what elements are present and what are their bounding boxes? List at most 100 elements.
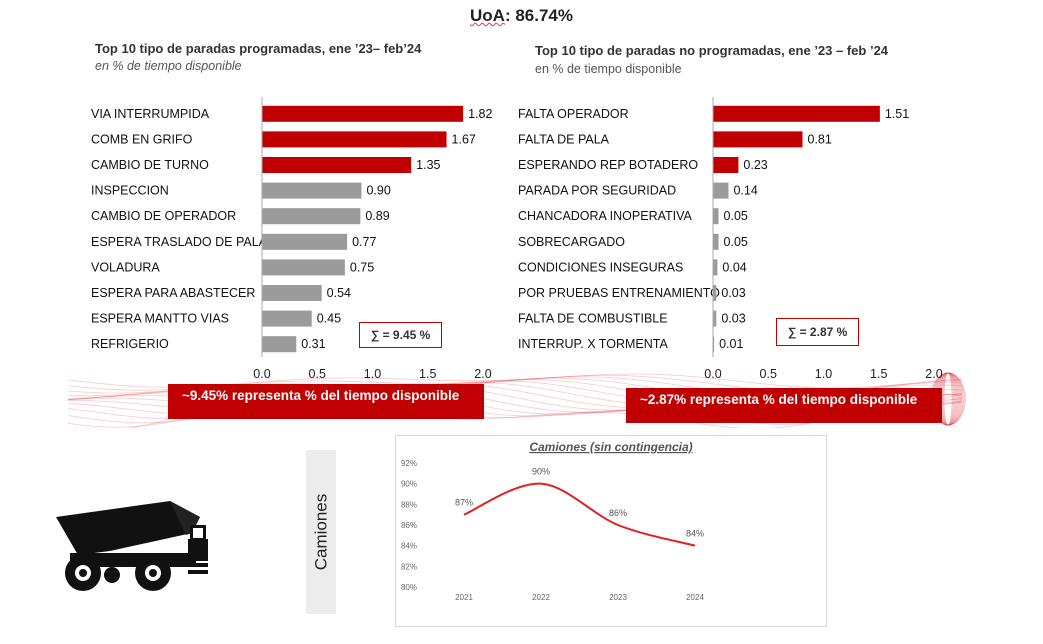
line-chart-xtick-label: 2022 <box>532 593 550 602</box>
line-chart-data-label: 84% <box>686 529 704 539</box>
right-chart-bar <box>713 259 718 276</box>
right-chart-value-label: 0.05 <box>724 235 748 249</box>
left-chart-bar <box>262 259 345 276</box>
left-chart-bar <box>262 285 322 301</box>
right-chart-category-label: SOBRECARGADO <box>518 235 625 249</box>
uoa-header: UoA: 86.74% <box>0 6 1043 26</box>
right-chart-title: Top 10 tipo de paradas no programadas, e… <box>535 43 889 58</box>
right-chart-bar <box>713 233 719 250</box>
left-chart-category-label: CAMBIO DE TURNO <box>91 158 209 172</box>
right-sum-box: ∑ = 2.87 % <box>776 318 859 346</box>
right-chart-tick-label: 1.0 <box>815 367 832 381</box>
left-chart-value-label: 0.89 <box>365 209 389 223</box>
left-chart-category-label: COMB EN GRIFO <box>91 132 193 146</box>
left-chart-bar <box>262 131 447 148</box>
uoa-prefix: UoA <box>470 6 505 25</box>
line-chart-xtick-label: 2023 <box>609 593 627 602</box>
left-banner: ~9.45% representa % del tiempo disponibl… <box>168 384 484 419</box>
left-chart-bar <box>262 157 412 173</box>
right-chart-bar <box>713 182 729 199</box>
left-chart-bar <box>262 105 464 122</box>
right-banner: ~2.87% representa % del tiempo disponibl… <box>626 388 942 423</box>
left-chart-bar <box>262 336 297 353</box>
left-chart-category-label: CAMBIO DE OPERADOR <box>91 209 236 223</box>
line-chart-data-label: 90% <box>532 467 550 477</box>
left-chart-tick-label: 0.0 <box>253 367 270 381</box>
right-chart-category-label: CONDICIONES INSEGURAS <box>518 260 683 274</box>
right-chart-category-label: FALTA OPERADOR <box>518 107 629 121</box>
right-chart-value-label: 0.05 <box>724 209 748 223</box>
left-chart-category-label: ESPERA MANTTO VIAS <box>91 312 229 326</box>
left-chart-category-label: ESPERA TRASLADO DE PALA <box>91 235 268 249</box>
side-label-box <box>306 450 336 614</box>
right-chart-value-label: 0.81 <box>808 132 832 146</box>
right-chart-value-label: 0.23 <box>743 158 767 172</box>
right-chart-category-label: CHANCADORA INOPERATIVA <box>518 209 693 223</box>
right-bar-chart: FALTA OPERADOR 1.51 FALTA DE PALA 0.81 ESPER… <box>518 97 943 381</box>
right-chart-tick-label: 1.5 <box>870 367 887 381</box>
line-chart-ytick-label: 82% <box>401 562 417 571</box>
left-chart-value-label: 0.54 <box>327 286 351 300</box>
left-chart-value-label: 0.90 <box>366 184 390 198</box>
left-chart-bar <box>262 310 312 327</box>
right-chart-category-label: PARADA POR SEGURIDAD <box>518 184 676 198</box>
line-chart-ytick-label: 86% <box>401 521 417 530</box>
left-chart-tick-label: 1.5 <box>419 367 436 381</box>
left-chart-value-label: 0.75 <box>350 260 374 274</box>
right-chart-bar <box>713 157 739 173</box>
left-chart-bar <box>262 233 348 250</box>
line-chart-ytick-label: 92% <box>401 459 417 468</box>
right-chart-bar <box>713 336 715 353</box>
right-chart-value-label: 0.01 <box>719 337 743 351</box>
right-chart-tick-label: 0.0 <box>704 367 721 381</box>
left-sum-box: ∑ = 9.45 % <box>359 322 442 348</box>
line-chart-ytick-label: 88% <box>401 500 417 509</box>
dump-truck-icon <box>56 501 208 591</box>
right-chart-bar <box>713 105 880 122</box>
left-chart-title: Top 10 tipo de paradas programadas, ene … <box>95 41 422 56</box>
right-chart-bar <box>713 131 803 148</box>
uoa-value: : 86.74% <box>504 6 573 25</box>
right-chart-tick-label: 0.5 <box>760 367 777 381</box>
left-chart-subtitle: en % de tiempo disponible <box>95 59 242 73</box>
side-label-text: Camiones <box>311 493 331 571</box>
right-chart-tick-label: 2.0 <box>925 367 942 381</box>
left-chart-tick-label: 0.5 <box>309 367 326 381</box>
right-chart-category-label: FALTA DE PALA <box>518 132 610 146</box>
left-chart-bar <box>262 208 361 225</box>
right-chart-subtitle: en % de tiempo disponible <box>535 62 682 76</box>
line-chart-data-label: 87% <box>455 498 473 508</box>
left-chart-value-label: 1.35 <box>416 158 440 172</box>
right-chart-category-label: FALTA DE COMBUSTIBLE <box>518 312 668 326</box>
right-chart-value-label: 0.03 <box>721 286 745 300</box>
line-chart-ytick-label: 80% <box>401 583 417 592</box>
left-chart-value-label: 0.77 <box>352 235 376 249</box>
line-chart: Camiones (sin contingencia) 80% 82% 84% 86% 8… <box>395 435 827 627</box>
line-chart-title: Camiones (sin contingencia) <box>529 440 692 454</box>
left-chart-tick-label: 1.0 <box>364 367 381 381</box>
right-chart-category-label: INTERRUP. X TORMENTA <box>518 337 668 351</box>
side-label: Camiones <box>306 450 336 614</box>
left-bar-chart: VIA INTERRUMPIDA 1.82 COMB EN GRIFO 1.67 CAM… <box>91 97 492 381</box>
left-chart-value-label: 1.67 <box>452 132 476 146</box>
line-chart-ytick-label: 90% <box>401 480 417 489</box>
left-chart-category-label: REFRIGERIO <box>91 337 169 351</box>
left-chart-category-label: ESPERA PARA ABASTECER <box>91 286 255 300</box>
right-chart-category-label: ESPERANDO REP BOTADERO <box>518 158 698 172</box>
line-chart-data-label: 86% <box>609 508 627 518</box>
left-chart-value-label: 0.31 <box>301 337 325 351</box>
right-chart-bar <box>713 208 719 225</box>
right-chart-category-label: POR PRUEBAS ENTRENAMIENTO <box>518 286 720 300</box>
right-chart-value-label: 1.51 <box>885 107 909 121</box>
left-chart-bar <box>262 182 362 199</box>
line-chart-xtick-label: 2021 <box>455 593 473 602</box>
right-chart-value-label: 0.03 <box>721 312 745 326</box>
left-chart-tick-label: 2.0 <box>474 367 491 381</box>
line-chart-ytick-label: 84% <box>401 542 417 551</box>
line-chart-xtick-label: 2024 <box>686 593 704 602</box>
right-chart-bar <box>713 285 717 301</box>
right-chart-value-label: 0.14 <box>733 184 757 198</box>
left-chart-category-label: INSPECCION <box>91 184 169 198</box>
line-chart-series-line <box>463 482 696 547</box>
left-chart-category-label: VOLADURA <box>91 260 160 274</box>
